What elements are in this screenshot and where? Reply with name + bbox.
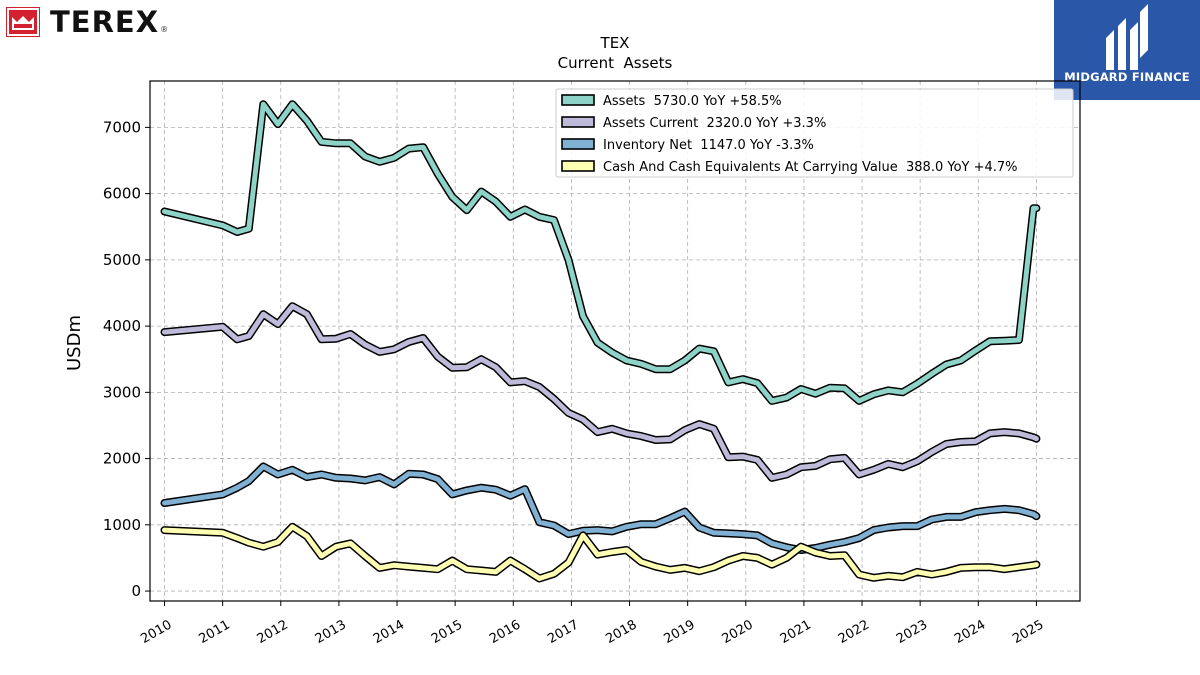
x-tick-label: 2019 — [661, 617, 697, 647]
x-tick-label: 2011 — [196, 617, 232, 647]
x-tick-label: 2018 — [603, 617, 639, 647]
midgard-logo-icon — [1054, 0, 1200, 100]
company-logo-text: TEREX — [50, 5, 160, 39]
series-assets-current — [160, 302, 1041, 482]
y-tick-label: 2000 — [103, 450, 141, 468]
series-line — [162, 464, 1039, 553]
legend-item: Assets Current 2320.0 YoY +3.3% — [561, 116, 826, 131]
chart-title: TEX — [600, 34, 630, 52]
x-tick-label: 2010 — [138, 617, 174, 647]
series-line — [162, 303, 1039, 481]
x-tick-label: 2016 — [487, 617, 523, 647]
x-tick-label: 2025 — [1010, 617, 1046, 647]
x-tick-label: 2017 — [545, 617, 581, 647]
y-tick-label: 5000 — [103, 251, 141, 269]
series-lines — [160, 100, 1041, 583]
registered-mark: ® — [160, 25, 169, 34]
legend-swatch — [561, 94, 595, 106]
legend-label: Inventory Net 1147.0 YoY -3.3% — [603, 138, 814, 153]
legend-swatch — [561, 138, 595, 150]
x-tick-label: 2013 — [313, 617, 349, 647]
x-tick-label: 2012 — [255, 617, 291, 647]
legend-item: Cash And Cash Equivalents At Carrying Va… — [561, 160, 1018, 175]
series-line — [162, 101, 1039, 404]
series-inventory-net — [160, 462, 1041, 554]
y-axis: 0 1000 2000 3000 4000 5000 6000 7000 — [103, 118, 150, 600]
x-tick-label: 2014 — [371, 617, 407, 647]
x-tick-label: 2023 — [894, 617, 930, 647]
y-tick-label: 6000 — [103, 185, 141, 203]
y-tick-label: 0 — [131, 582, 141, 600]
legend: Assets 5730.0 YoY +58.5% Assets Current 2… — [555, 88, 1074, 178]
x-tick-label: 2022 — [836, 617, 872, 647]
x-tick-label: 2020 — [720, 617, 756, 647]
x-tick-label: 2021 — [778, 617, 814, 647]
series-line — [162, 524, 1039, 581]
y-tick-label: 7000 — [103, 118, 141, 136]
legend-label: Assets 5730.0 YoY +58.5% — [603, 94, 782, 109]
company-logo: TEREX ® — [6, 6, 168, 38]
legend-label: Assets Current 2320.0 YoY +3.3% — [603, 116, 826, 131]
legend-label: Cash And Cash Equivalents At Carrying Va… — [603, 160, 1018, 175]
terex-crown-icon — [6, 7, 40, 37]
y-tick-label: 4000 — [103, 317, 141, 335]
y-tick-label: 3000 — [103, 383, 141, 401]
y-tick-label: 1000 — [103, 516, 141, 534]
y-axis-label: USDm — [64, 315, 85, 371]
brand-name: MIDGARD FINANCE — [1064, 70, 1190, 84]
legend-swatch — [561, 160, 595, 172]
legend-item: Inventory Net 1147.0 YoY -3.3% — [561, 138, 814, 153]
series-outline — [160, 462, 1041, 554]
x-tick-label: 2015 — [429, 617, 465, 647]
x-tick-label: 2024 — [952, 617, 988, 647]
brand-badge: MIDGARD FINANCE — [1054, 0, 1200, 100]
legend-box — [555, 88, 1074, 178]
legend-swatch — [561, 116, 595, 128]
series-cash-and-cash-equivalents-at-carrying-value — [160, 522, 1041, 583]
series-assets — [160, 100, 1041, 405]
plot-frame — [149, 80, 1081, 602]
legend-item: Assets 5730.0 YoY +58.5% — [561, 94, 782, 109]
chart-subtitle: Current Assets — [558, 54, 673, 72]
x-axis: 2010 2011 2012 2013 2014 2015 2016 2017 2018 2019… — [138, 601, 1046, 647]
